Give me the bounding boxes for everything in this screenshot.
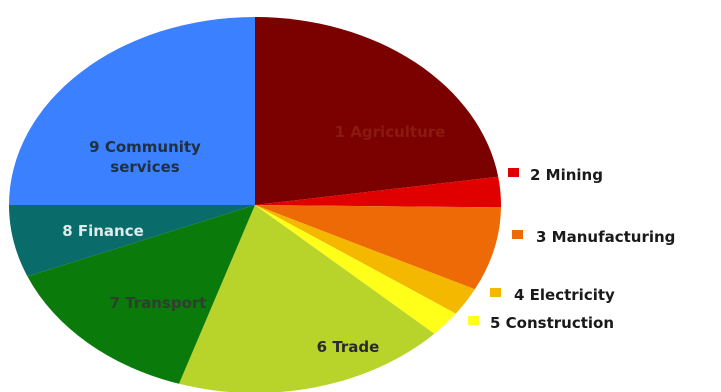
pie-slice-8 <box>8 205 255 277</box>
pie-slice-5 <box>255 205 456 334</box>
legend: 2 Mining 3 Manufacturing 4 Electricity 5 Co… <box>468 166 675 332</box>
pie-slice-3 <box>255 205 501 290</box>
legend-swatch-2 <box>508 168 519 177</box>
pie-slice-6 <box>178 205 435 392</box>
pie-slice-7 <box>27 205 256 384</box>
legend-swatch-4 <box>490 288 501 297</box>
legend-label-4: 4 Electricity <box>514 286 615 304</box>
pie-slice-4 <box>255 205 475 314</box>
slice-label-1: 1 Agriculture <box>335 123 446 141</box>
slice-label-9-line-1: 9 Community <box>89 138 201 156</box>
pie-slices <box>8 16 501 392</box>
slice-label-9-line-2: services <box>110 158 179 176</box>
pie-slice-1 <box>255 16 499 205</box>
slice-label-6: 6 Trade <box>317 338 380 356</box>
legend-label-2: 2 Mining <box>530 166 603 184</box>
legend-label-3: 3 Manufacturing <box>536 228 675 246</box>
pie-slice-9 <box>9 17 255 205</box>
slice-label-8: 8 Finance <box>62 222 144 240</box>
legend-swatch-5 <box>468 316 479 325</box>
legend-swatch-3 <box>512 230 523 239</box>
legend-label-5: 5 Construction <box>490 314 614 332</box>
slice-labels: 1 Agriculture 6 Trade 7 Transport 8 Finance… <box>62 123 445 356</box>
pie-slice-2 <box>255 176 501 208</box>
slice-label-7: 7 Transport <box>110 294 207 312</box>
